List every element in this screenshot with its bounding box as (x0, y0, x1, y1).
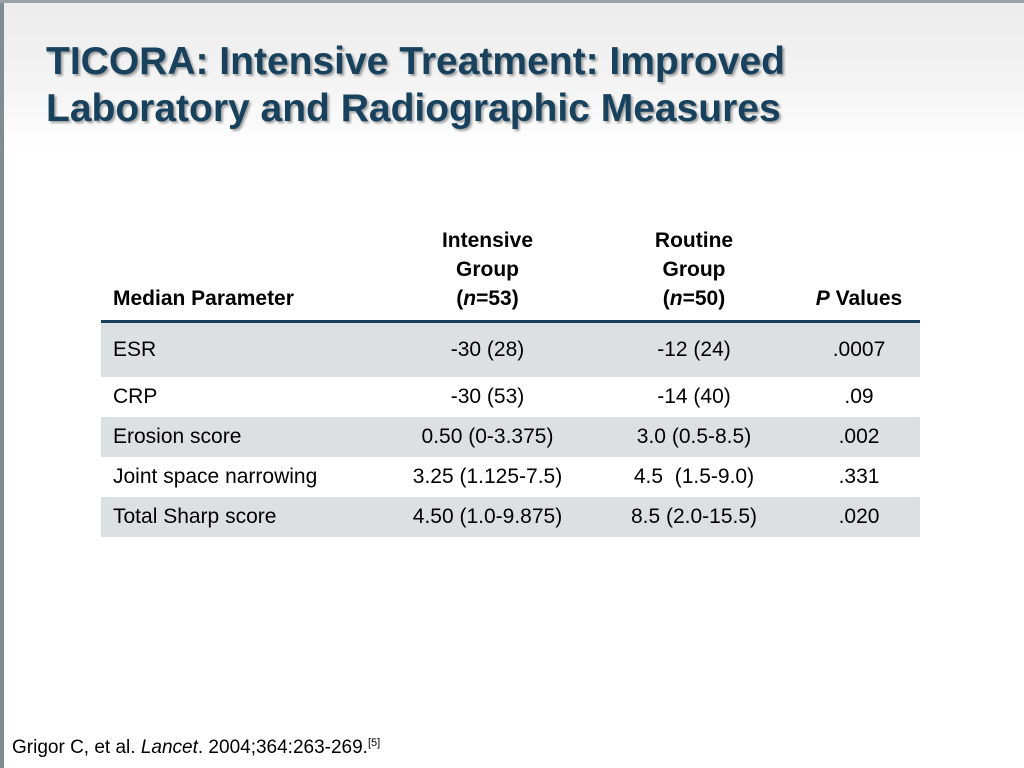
cell-routine: -12 (24) (590, 321, 798, 377)
cell-intensive: 0.50 (0-3.375) (385, 417, 590, 457)
table-row: Joint space narrowing 3.25 (1.125-7.5) 4… (101, 457, 920, 497)
header-intensive-group: Intensive Group (n=53) (441, 229, 534, 310)
cell-intensive: -30 (53) (450, 385, 525, 408)
header-p-rest: Values (829, 287, 903, 310)
cell-intensive: 4.50 (1.0-9.875) (385, 497, 590, 537)
cell-p-value: .331 (838, 465, 880, 488)
cell-p-value: .020 (798, 497, 920, 537)
cell-parameter: ESR (101, 321, 385, 377)
table-header-row: Median Parameter Intensive Group (n=53) R… (101, 226, 920, 322)
cell-routine: 8.5 (2.0-15.5) (590, 497, 798, 537)
slide-frame-left (0, 0, 4, 768)
cell-intensive: 3.25 (1.125-7.5) (412, 465, 563, 488)
cell-intensive: -30 (28) (385, 321, 590, 377)
cell-parameter: Total Sharp score (101, 497, 385, 537)
results-table-container: Median Parameter Intensive Group (n=53) R… (101, 226, 920, 537)
cell-routine: 4.5 (1.5-9.0) (633, 465, 755, 488)
cell-p-value: .09 (844, 385, 874, 408)
header-p-values: P Values (798, 226, 920, 322)
table-row: CRP -30 (53) -14 (40) .09 (101, 377, 920, 417)
cell-parameter: Erosion score (101, 417, 385, 457)
header-routine-group: Routine Group (n=50) (654, 229, 734, 310)
slide-frame-top (0, 0, 1024, 3)
citation-details: . 2004;364:263-269. (197, 737, 368, 758)
header-routine-line2: Group (662, 258, 726, 281)
header-intensive-line2: Group (456, 258, 519, 281)
citation-authors: Grigor C, et al. (12, 737, 141, 758)
results-table: Median Parameter Intensive Group (n=53) R… (101, 226, 920, 537)
header-intensive-n-label: n (463, 287, 477, 310)
cell-p-value: .0007 (798, 321, 920, 377)
table-row: ESR -30 (28) -12 (24) .0007 (101, 321, 920, 377)
title-band (4, 3, 1024, 153)
citation-reference-number: [5] (367, 737, 381, 749)
header-median-parameter: Median Parameter (113, 287, 294, 310)
cell-parameter: Joint space narrowing (113, 465, 318, 488)
cell-parameter: CRP (113, 385, 158, 408)
header-routine-line1: Routine (654, 229, 734, 252)
cell-routine: 3.0 (0.5-8.5) (590, 417, 798, 457)
header-routine-n-value: =50 (682, 287, 719, 310)
slide-title: TICORA: Intensive Treatment: Improved La… (46, 40, 785, 130)
citation: Grigor C, et al. Lancet. 2004;364:263-26… (12, 737, 380, 759)
header-routine-n-label: n (669, 287, 683, 310)
header-intensive-n-value: =53 (476, 287, 512, 310)
header-intensive-line1: Intensive (441, 229, 534, 252)
table-row: Erosion score 0.50 (0-3.375) 3.0 (0.5-8.… (101, 417, 920, 457)
cell-p-value: .002 (798, 417, 920, 457)
cell-routine: -14 (40) (657, 385, 731, 408)
header-p-italic: P (815, 287, 830, 310)
citation-journal: Lancet (140, 737, 198, 758)
table-row: Total Sharp score 4.50 (1.0-9.875) 8.5 (… (101, 497, 920, 537)
